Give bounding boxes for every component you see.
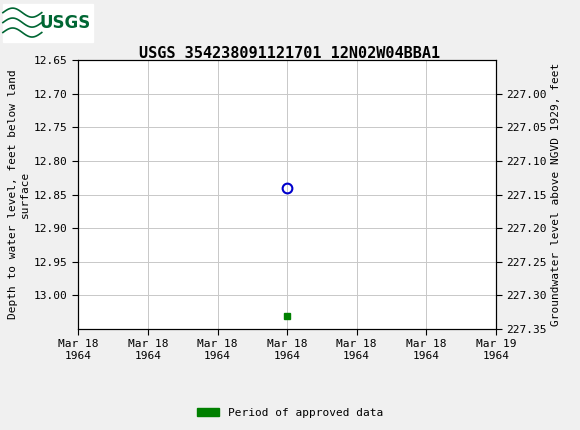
Legend: Period of approved data: Period of approved data bbox=[193, 403, 387, 422]
Y-axis label: Depth to water level, feet below land
surface: Depth to water level, feet below land su… bbox=[8, 70, 30, 319]
Text: USGS 354238091121701 12N02W04BBA1: USGS 354238091121701 12N02W04BBA1 bbox=[139, 46, 441, 61]
Text: USGS: USGS bbox=[40, 14, 91, 31]
Bar bbox=[3, 3, 93, 42]
Y-axis label: Groundwater level above NGVD 1929, feet: Groundwater level above NGVD 1929, feet bbox=[551, 63, 561, 326]
